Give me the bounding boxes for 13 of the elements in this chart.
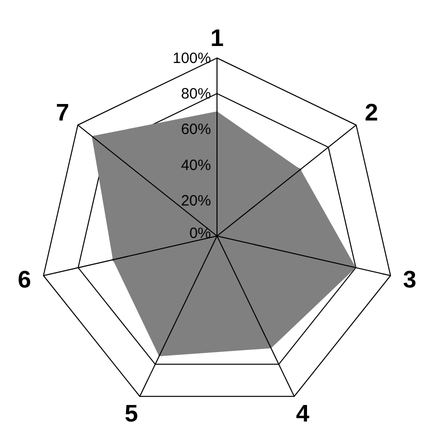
spoke-label: 5 <box>124 400 138 428</box>
y-tick-label: 20% <box>180 192 211 210</box>
y-tick-label: 0% <box>189 225 211 242</box>
y-tick-label: 80% <box>180 86 211 103</box>
spoke-label: 2 <box>364 99 378 126</box>
spoke-label: 3 <box>402 266 416 294</box>
spoke-label: 1 <box>210 24 224 52</box>
y-tick-label: 60% <box>180 121 211 138</box>
y-tick-label: 40% <box>180 156 211 174</box>
y-tick-label: 100% <box>172 50 211 67</box>
spoke-label: 7 <box>56 99 70 126</box>
spoke-label: 4 <box>296 400 310 428</box>
spoke-label: 6 <box>18 266 32 294</box>
